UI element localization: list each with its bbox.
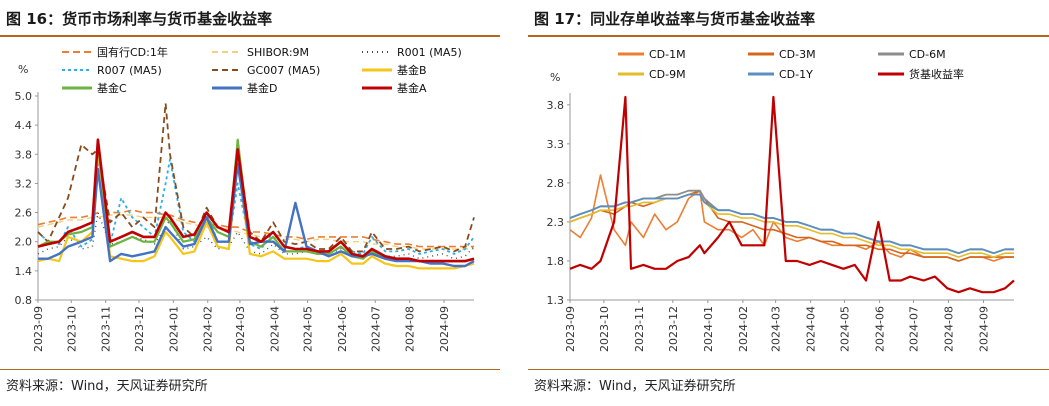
x-tick-label: 2024-08 <box>404 306 417 352</box>
x-tick-label: 2024-07 <box>907 306 920 352</box>
x-tick-label: 2024-04 <box>268 306 281 352</box>
x-tick-label: 2024-01 <box>702 306 715 352</box>
x-tick-label: 2023-09 <box>564 306 577 352</box>
y-tick-label: 2.6 <box>15 207 33 220</box>
legend-label: CD-6M <box>909 48 946 61</box>
right-bottom-rule <box>528 369 1049 370</box>
left-chart-panel: 图 16：货币市场利率与货币基金收益率 % 5.0 4.4 3.8 3.2 2.6 2.0 1… <box>0 0 500 406</box>
y-tick-label: 2.3 <box>547 216 565 229</box>
x-tick-label: 2023-12 <box>133 306 146 352</box>
x-tick-label: 2023-12 <box>667 306 680 352</box>
legend-label: CD-3M <box>779 48 816 61</box>
x-tick-label: 2024-05 <box>302 306 315 352</box>
series-line <box>569 193 1014 255</box>
y-tick-label: 2.8 <box>547 177 565 190</box>
x-tick-label: 2024-04 <box>805 306 818 352</box>
legend-label: 基金B <box>397 63 427 77</box>
x-tick-label: 2024-09 <box>977 306 990 352</box>
legend-label: CD-1Y <box>779 68 813 81</box>
legend-label: 国有行CD:1年 <box>97 45 168 59</box>
x-tick-label: 2024-08 <box>942 306 955 352</box>
x-tick-label: 2023-09 <box>32 306 45 352</box>
y-tick-label: 5.0 <box>15 90 33 103</box>
x-tick-label: 2023-10 <box>598 306 611 352</box>
x-tick-label: 2024-02 <box>737 306 750 352</box>
legend-label: 基金D <box>247 81 277 95</box>
y-tick-label: 3.8 <box>547 99 565 112</box>
x-tick-label: 2024-07 <box>369 306 382 352</box>
x-tick-label: 2024-02 <box>202 306 215 352</box>
y-tick-label: 3.3 <box>547 138 565 151</box>
x-tick-label: 2024-01 <box>167 306 180 352</box>
legend-label: CD-1M <box>649 48 686 61</box>
y-axis-unit: % <box>18 63 28 76</box>
y-axis-unit: % <box>550 71 560 84</box>
legend-label: 基金A <box>397 81 427 95</box>
y-tick-label: 3.8 <box>15 148 33 161</box>
legend-label: 基金C <box>97 81 127 95</box>
series-line <box>569 193 1014 258</box>
series-line <box>38 162 475 268</box>
x-tick-label: 2024-03 <box>234 306 247 352</box>
y-tick-label: 0.8 <box>15 294 33 307</box>
y-tick-label: 2.0 <box>15 236 33 249</box>
x-tick-label: 2024-03 <box>770 306 783 352</box>
legend-label: CD-9M <box>649 68 686 81</box>
y-tick-label: 4.4 <box>15 119 33 132</box>
y-tick-label: 1.8 <box>547 255 565 268</box>
y-tick-label: 1.4 <box>15 265 33 278</box>
left-source-note: 资料来源：Wind，天风证券研究所 <box>6 379 208 394</box>
x-tick-label: 2023-11 <box>633 306 646 352</box>
series-line <box>569 189 1014 262</box>
legend-label: R007 (MA5) <box>97 64 162 77</box>
x-tick-label: 2024-06 <box>336 306 349 352</box>
y-tick-label: 1.3 <box>547 294 565 307</box>
series-line <box>569 174 1014 262</box>
left-title-rule <box>0 35 500 37</box>
legend-label: 货基收益率 <box>909 67 964 81</box>
right-title-rule <box>528 35 1049 37</box>
right-source-note: 资料来源：Wind，天风证券研究所 <box>534 379 736 394</box>
x-tick-label: 2023-10 <box>65 306 78 352</box>
right-chart-title: 图 17：同业存单收益率与货币基金收益率 <box>534 10 816 28</box>
right-chart-panel: 图 17：同业存单收益率与货币基金收益率 % 3.8 3.3 2.8 2.3 1.8 1.3… <box>528 0 1049 406</box>
x-tick-label: 2023-11 <box>100 306 113 352</box>
legend-label: GC007 (MA5) <box>247 64 320 77</box>
x-tick-label: 2024-09 <box>438 306 451 352</box>
legend-label: SHIBOR:9M <box>247 46 309 59</box>
left-chart-title: 图 16：货币市场利率与货币基金收益率 <box>6 10 273 28</box>
series-line <box>569 95 1015 294</box>
x-tick-label: 2024-05 <box>839 306 852 352</box>
x-tick-label: 2024-06 <box>874 306 887 352</box>
y-tick-label: 3.2 <box>15 177 33 190</box>
left-bottom-rule <box>0 369 500 370</box>
series-line <box>37 138 475 263</box>
legend-label: R001 (MA5) <box>397 46 462 59</box>
